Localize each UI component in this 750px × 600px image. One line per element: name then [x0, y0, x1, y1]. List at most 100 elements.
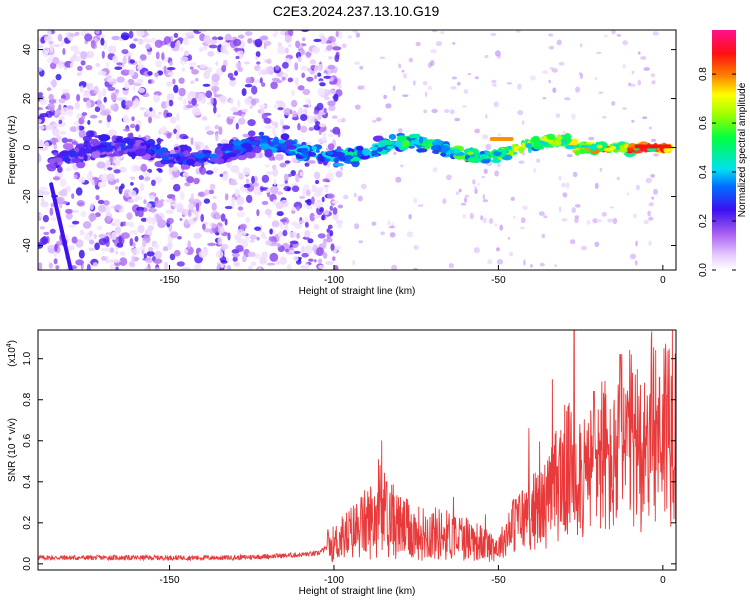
noise-mark [195, 144, 201, 151]
noise-mark [119, 251, 126, 256]
noise-mark [239, 231, 247, 237]
noise-mark [145, 43, 151, 50]
noise-mark [358, 240, 364, 244]
noise-mark [314, 74, 318, 80]
noise-mark [322, 178, 330, 183]
noise-mark [548, 45, 555, 50]
noise-mark [134, 98, 140, 106]
noise-mark [58, 116, 65, 121]
trace-mark [71, 157, 81, 163]
noise-mark [193, 232, 202, 239]
noise-mark [138, 58, 142, 67]
noise-mark [293, 201, 303, 210]
trace-mark [333, 157, 340, 163]
noise-mark [51, 79, 57, 88]
snr-line [38, 330, 676, 563]
trace-mark [241, 147, 246, 152]
noise-mark [499, 224, 504, 231]
noise-mark [291, 99, 298, 108]
trace-mark [413, 139, 420, 145]
noise-mark [271, 220, 280, 228]
noise-mark [299, 220, 305, 224]
noise-mark [249, 239, 255, 243]
noise-mark [118, 235, 122, 245]
noise-mark [122, 221, 127, 227]
noise-mark [313, 38, 322, 43]
noise-mark [251, 175, 255, 184]
trace-mark [193, 162, 202, 167]
y-tick-label: -20 [22, 189, 33, 204]
noise-mark [299, 195, 306, 200]
noise-mark [275, 153, 284, 161]
noise-mark [182, 135, 189, 139]
noise-mark [230, 116, 236, 120]
noise-mark [105, 159, 111, 167]
noise-mark [392, 85, 396, 91]
noise-mark [112, 155, 121, 164]
noise-mark [458, 188, 462, 193]
noise-mark [331, 200, 339, 204]
noise-mark [56, 196, 65, 204]
noise-mark [318, 140, 328, 144]
noise-mark [199, 47, 203, 52]
noise-mark [548, 33, 554, 37]
noise-mark [82, 135, 92, 142]
noise-mark [329, 230, 334, 237]
noise-mark [73, 174, 78, 180]
noise-mark [106, 78, 114, 83]
noise-mark [282, 229, 288, 237]
noise-mark [92, 262, 98, 267]
noise-mark [542, 97, 547, 100]
noise-mark [107, 167, 113, 171]
noise-mark [214, 124, 220, 130]
noise-mark [266, 262, 276, 266]
noise-mark [116, 76, 125, 83]
noise-mark [314, 171, 321, 180]
noise-mark [213, 105, 217, 114]
noise-mark [317, 72, 322, 77]
noise-mark [193, 264, 199, 270]
noise-mark [200, 96, 207, 104]
noise-mark [141, 240, 147, 248]
trace-mark [71, 141, 79, 145]
noise-mark [93, 85, 99, 94]
noise-mark [74, 50, 83, 55]
noise-mark [48, 93, 54, 101]
noise-mark [52, 44, 61, 48]
noise-mark [94, 176, 98, 186]
noise-mark [184, 182, 191, 187]
noise-mark [146, 251, 155, 257]
noise-mark [233, 38, 242, 47]
noise-mark [432, 167, 438, 173]
noise-mark [203, 70, 211, 80]
noise-mark [161, 101, 167, 109]
noise-mark [70, 209, 80, 214]
trace-mark [336, 146, 342, 150]
noise-mark [395, 176, 402, 183]
noise-mark [80, 211, 87, 217]
noise-mark [237, 34, 245, 39]
noise-mark [292, 110, 297, 119]
noise-mark [131, 116, 135, 122]
noise-mark [39, 97, 47, 106]
noise-mark [254, 38, 263, 48]
noise-mark [143, 199, 147, 205]
noise-mark [234, 70, 238, 76]
noise-mark [306, 76, 314, 82]
noise-mark [522, 205, 528, 211]
noise-mark [626, 192, 630, 196]
noise-mark [153, 94, 160, 103]
noise-mark [467, 72, 472, 76]
noise-mark [136, 30, 145, 37]
trace-mark [300, 147, 309, 155]
noise-mark [59, 130, 67, 135]
trace-mark [525, 142, 532, 149]
noise-mark [611, 30, 616, 35]
noise-mark [302, 37, 306, 42]
noise-mark [71, 236, 78, 244]
noise-mark [137, 224, 145, 234]
noise-mark [62, 48, 66, 55]
noise-mark [133, 38, 139, 42]
noise-mark [387, 220, 391, 226]
noise-mark [147, 51, 152, 55]
